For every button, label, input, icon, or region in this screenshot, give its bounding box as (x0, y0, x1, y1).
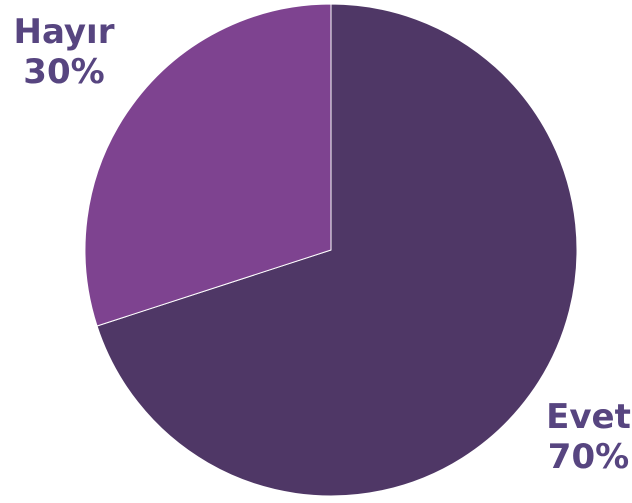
pie-slice-evet (96, 3, 578, 497)
slice-percent-evet: 70% (547, 437, 630, 477)
slice-name-hayir: Hayır (13, 12, 115, 52)
slice-percent-hayir: 30% (23, 52, 105, 92)
slice-label-evet: Evet 70% (545, 397, 632, 477)
slice-name-evet: Evet (546, 397, 631, 437)
slice-label-hayir: Hayır 30% (8, 12, 120, 92)
pie-slice-hayir (84, 3, 332, 327)
